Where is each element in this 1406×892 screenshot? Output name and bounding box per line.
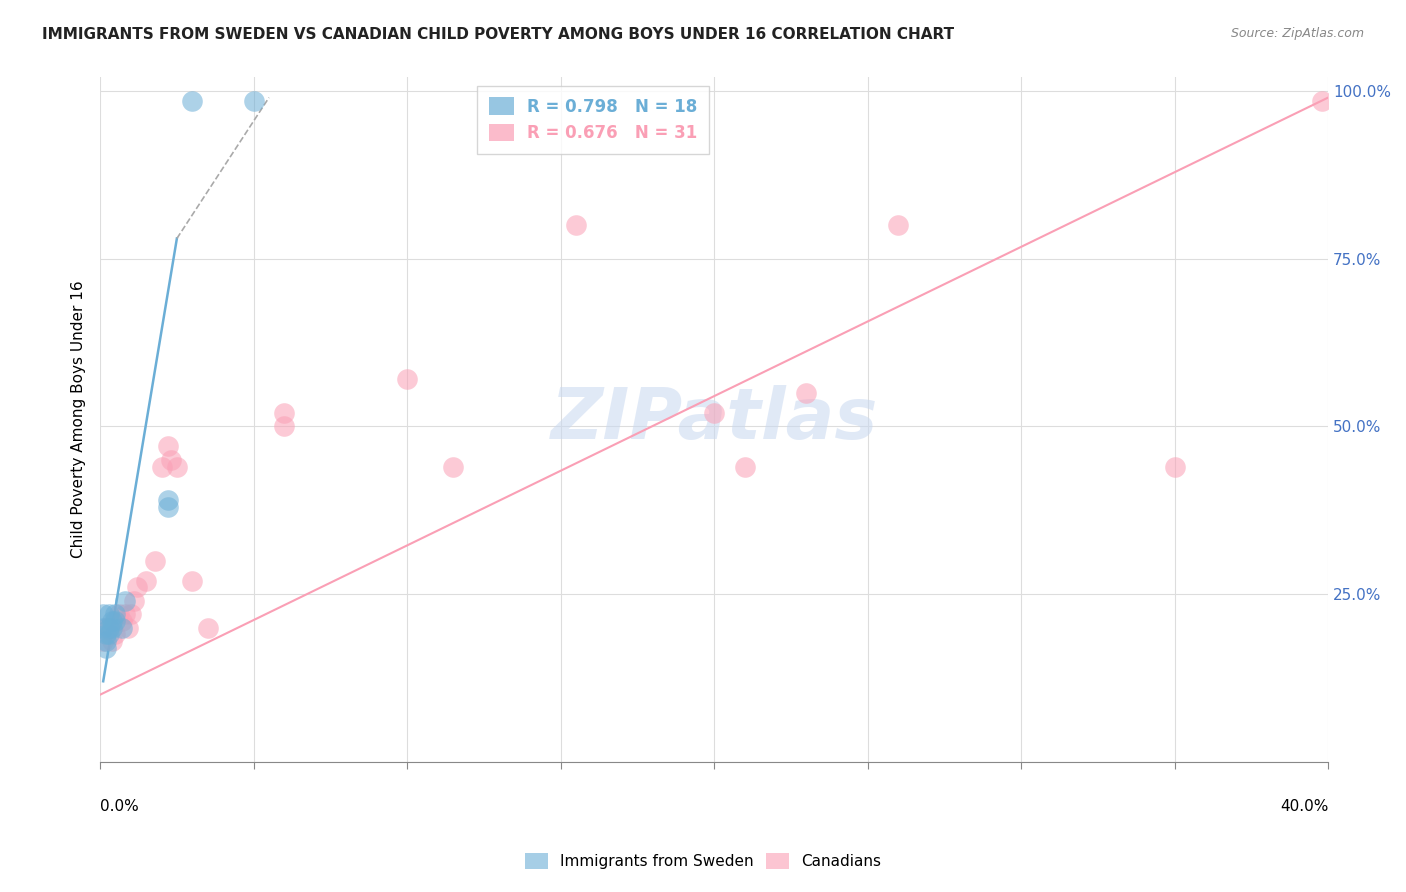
Point xyxy=(734,459,756,474)
Point xyxy=(101,614,124,628)
Point xyxy=(273,419,295,434)
Point xyxy=(156,440,179,454)
Point xyxy=(111,621,134,635)
Point xyxy=(1310,94,1333,108)
Point xyxy=(104,614,127,628)
Point xyxy=(98,627,121,641)
Point xyxy=(156,500,179,514)
Legend: Immigrants from Sweden, Canadians: Immigrants from Sweden, Canadians xyxy=(519,847,887,875)
Point xyxy=(117,621,139,635)
Point xyxy=(125,580,148,594)
Text: IMMIGRANTS FROM SWEDEN VS CANADIAN CHILD POVERTY AMONG BOYS UNDER 16 CORRELATION: IMMIGRANTS FROM SWEDEN VS CANADIAN CHILD… xyxy=(42,27,955,42)
Point xyxy=(150,459,173,474)
Point xyxy=(1163,459,1185,474)
Point xyxy=(98,607,121,622)
Text: 40.0%: 40.0% xyxy=(1279,799,1329,814)
Point xyxy=(120,607,142,622)
Point xyxy=(156,493,179,508)
Legend: R = 0.798   N = 18, R = 0.676   N = 31: R = 0.798 N = 18, R = 0.676 N = 31 xyxy=(477,86,709,153)
Point xyxy=(96,621,118,635)
Text: 0.0%: 0.0% xyxy=(100,799,139,814)
Point xyxy=(122,593,145,607)
Point xyxy=(396,372,419,386)
Point xyxy=(181,574,204,588)
Point xyxy=(242,94,264,108)
Point xyxy=(96,640,118,655)
Point xyxy=(159,453,181,467)
Point xyxy=(111,614,134,628)
Point xyxy=(101,634,124,648)
Point xyxy=(794,385,817,400)
Point xyxy=(441,459,464,474)
Point xyxy=(887,218,910,232)
Point xyxy=(98,621,121,635)
Text: Source: ZipAtlas.com: Source: ZipAtlas.com xyxy=(1230,27,1364,40)
Point xyxy=(104,607,127,622)
Y-axis label: Child Poverty Among Boys Under 16: Child Poverty Among Boys Under 16 xyxy=(72,281,86,558)
Point xyxy=(91,607,114,622)
Point xyxy=(107,607,129,622)
Point xyxy=(273,406,295,420)
Point xyxy=(101,621,124,635)
Point xyxy=(114,593,136,607)
Point xyxy=(96,634,118,648)
Point xyxy=(104,627,127,641)
Point xyxy=(145,553,167,567)
Point xyxy=(114,607,136,622)
Point xyxy=(565,218,588,232)
Point xyxy=(135,574,157,588)
Point xyxy=(91,621,114,635)
Point xyxy=(703,406,725,420)
Point xyxy=(98,621,121,635)
Point xyxy=(197,621,219,635)
Point xyxy=(96,627,118,641)
Text: ZIPatlas: ZIPatlas xyxy=(550,385,877,454)
Point xyxy=(181,94,204,108)
Point xyxy=(91,634,114,648)
Point xyxy=(166,459,188,474)
